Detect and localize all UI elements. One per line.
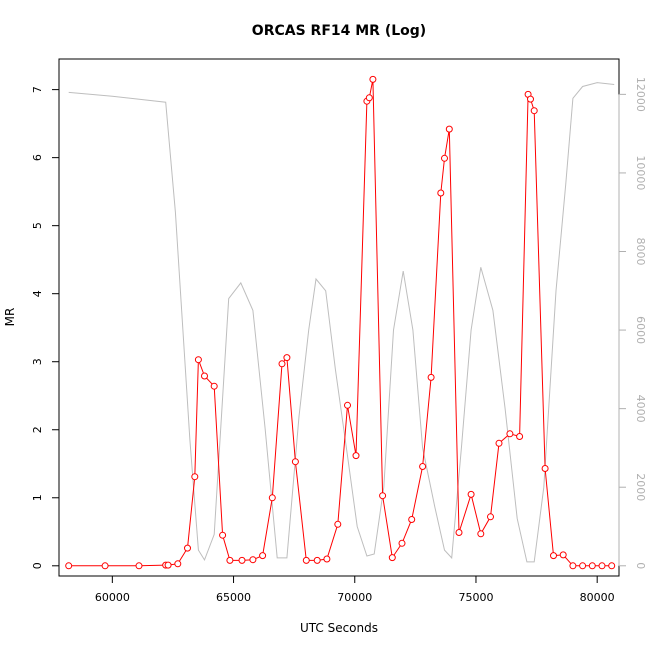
series-layer (65, 75, 616, 570)
data-point (184, 544, 191, 552)
series-line (68, 82, 615, 563)
data-point (65, 562, 73, 570)
data-point (579, 562, 587, 570)
data-point (101, 562, 109, 570)
y2-tick-label: 4000 (634, 395, 647, 423)
data-point (268, 494, 276, 502)
data-point (369, 75, 377, 83)
y-tick-label: 5 (31, 222, 44, 229)
series-left (65, 75, 616, 570)
x-tick-label: 75000 (458, 591, 493, 604)
data-point (291, 458, 299, 466)
data-point (441, 154, 448, 162)
data-point (541, 465, 549, 472)
y2-tick-label: 6000 (634, 316, 647, 344)
data-point (477, 530, 485, 538)
data-point (135, 562, 143, 570)
data-point (388, 554, 396, 562)
chart-title: ORCAS RF14 MR (Log) (252, 23, 426, 39)
data-point (437, 189, 445, 197)
data-point (278, 360, 286, 368)
data-point (467, 490, 475, 498)
data-point (419, 463, 427, 470)
data-point (191, 473, 199, 481)
y2-tick-label: 0 (634, 562, 647, 569)
data-point (164, 561, 172, 569)
data-point (249, 556, 257, 564)
data-point (323, 555, 331, 563)
y-tick-label: 1 (31, 494, 44, 501)
data-point (302, 556, 310, 564)
x-axis: 60000 65000 70000 75000 80000 (95, 575, 615, 604)
y-tick-label: 4 (31, 290, 44, 297)
data-point (174, 560, 182, 568)
data-point (398, 539, 406, 547)
y-tick-label: 6 (31, 154, 44, 161)
data-point (283, 354, 291, 362)
data-point (201, 372, 208, 380)
y2-tick-label: 2000 (634, 473, 647, 501)
data-point (313, 556, 321, 564)
data-point (334, 520, 342, 528)
data-point (219, 531, 227, 539)
data-point (344, 401, 351, 409)
y-tick-label: 0 (31, 562, 44, 569)
data-point (487, 513, 494, 521)
data-point (455, 529, 463, 536)
data-point (608, 562, 616, 570)
data-point (598, 562, 606, 570)
data-point (408, 516, 416, 523)
y-axis-left: 0 1 2 3 4 5 6 7 (31, 86, 60, 569)
data-point (365, 94, 373, 102)
data-point (530, 107, 538, 115)
y2-tick-label: 10000 (634, 155, 647, 190)
x-tick-label: 60000 (95, 591, 130, 604)
data-point (194, 356, 202, 364)
data-point (506, 430, 514, 438)
data-point (259, 552, 267, 560)
y-tick-label: 7 (31, 86, 44, 93)
data-point (226, 556, 234, 564)
series-right (68, 82, 615, 563)
data-point (352, 452, 360, 460)
data-point (210, 382, 218, 390)
y-axis-label: MR (3, 308, 17, 327)
data-point (559, 551, 567, 559)
data-point (550, 552, 557, 560)
x-tick-label: 70000 (337, 591, 372, 604)
x-tick-label: 65000 (216, 591, 251, 604)
data-point (495, 439, 503, 447)
x-axis-label: UTC Seconds (300, 621, 378, 635)
y2-tick-label: 8000 (634, 238, 647, 266)
data-point (445, 125, 453, 133)
data-point (238, 556, 246, 564)
data-point (527, 95, 534, 103)
y-tick-label: 2 (31, 426, 44, 433)
y-tick-label: 3 (31, 358, 44, 365)
series-line (68, 79, 612, 567)
y2-tick-label: 12000 (634, 77, 647, 112)
data-point (569, 562, 577, 570)
data-point (516, 433, 524, 440)
data-point (379, 492, 387, 500)
data-point (427, 373, 435, 381)
x-tick-label: 80000 (580, 591, 615, 604)
data-point (588, 562, 596, 570)
y-axis-right: 0 2000 4000 6000 8000 10000 12000 (618, 77, 647, 569)
